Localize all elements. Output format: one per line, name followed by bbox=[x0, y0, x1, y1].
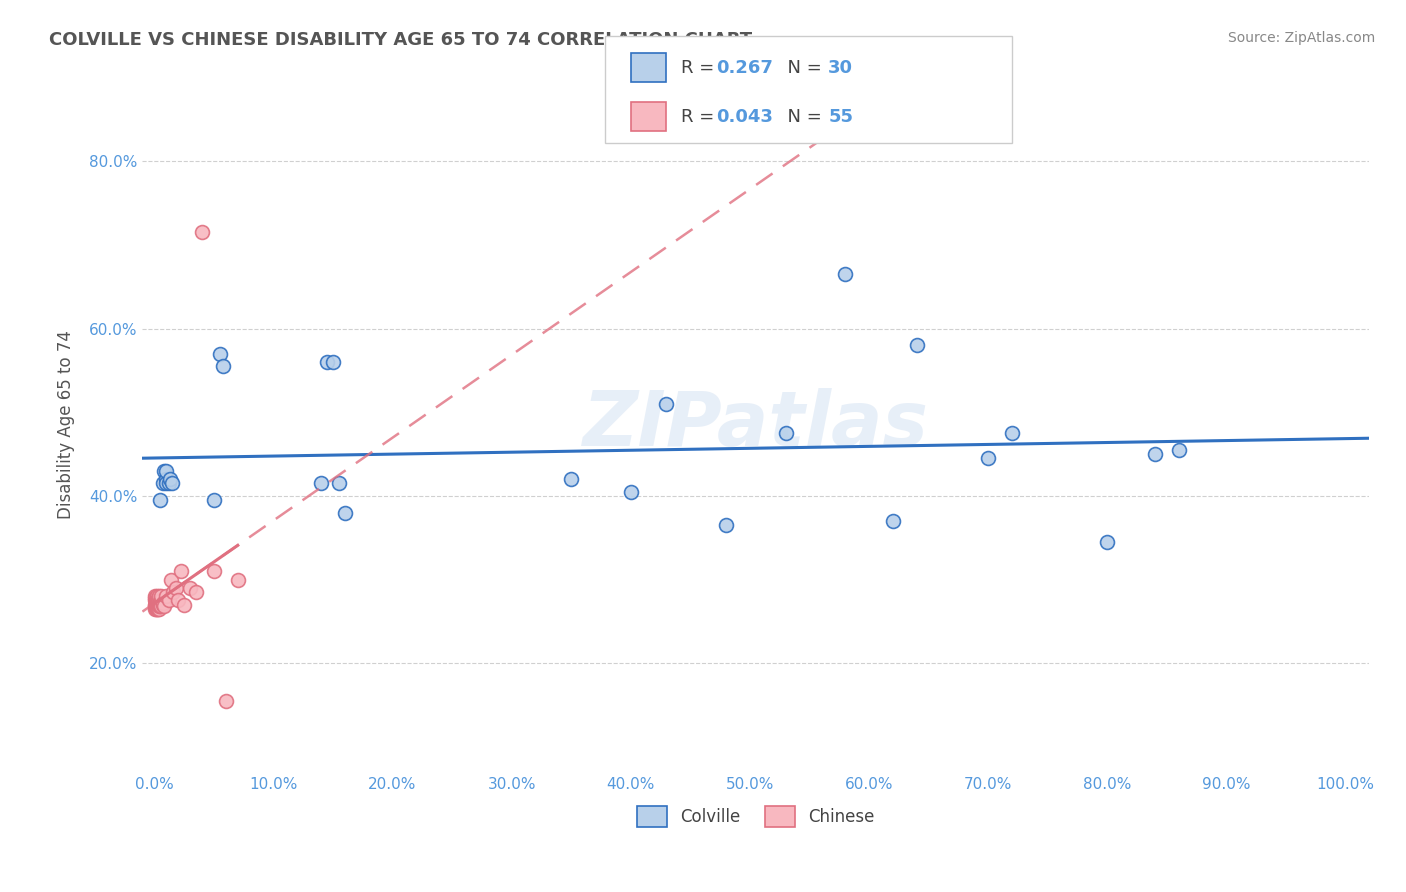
Point bbox=[1143, 447, 1166, 461]
Text: R =: R = bbox=[681, 59, 720, 77]
Point bbox=[184, 585, 207, 599]
Point bbox=[202, 493, 225, 508]
Point bbox=[162, 585, 184, 599]
Point bbox=[157, 593, 180, 607]
Point bbox=[145, 591, 167, 605]
Point bbox=[179, 581, 201, 595]
Point bbox=[714, 518, 737, 533]
Point bbox=[143, 593, 166, 607]
Point bbox=[145, 598, 167, 612]
Point bbox=[146, 593, 169, 607]
Point bbox=[152, 598, 174, 612]
Text: 0.043: 0.043 bbox=[716, 108, 772, 126]
Point bbox=[150, 590, 173, 604]
Point bbox=[155, 472, 177, 486]
Point bbox=[322, 355, 344, 369]
Point bbox=[145, 593, 167, 607]
Point bbox=[145, 596, 167, 610]
Point bbox=[212, 359, 235, 373]
Point bbox=[143, 591, 166, 605]
Point bbox=[333, 506, 356, 520]
Point bbox=[148, 602, 170, 616]
Point bbox=[143, 602, 166, 616]
Point bbox=[145, 598, 167, 612]
Point bbox=[153, 464, 176, 478]
Text: R =: R = bbox=[681, 108, 720, 126]
Point bbox=[146, 598, 169, 612]
Y-axis label: Disability Age 65 to 74: Disability Age 65 to 74 bbox=[58, 330, 75, 519]
Point bbox=[145, 596, 167, 610]
Point bbox=[159, 472, 181, 486]
Point bbox=[560, 472, 582, 486]
Point bbox=[148, 599, 170, 614]
Point bbox=[215, 694, 238, 708]
Point bbox=[145, 593, 167, 607]
Point bbox=[143, 598, 166, 612]
Point bbox=[145, 602, 167, 616]
Point bbox=[775, 426, 797, 441]
Point bbox=[146, 599, 169, 614]
Point bbox=[157, 476, 180, 491]
Point bbox=[149, 598, 172, 612]
Point bbox=[165, 581, 187, 595]
Point bbox=[905, 338, 928, 352]
Point bbox=[148, 598, 170, 612]
Point bbox=[834, 267, 856, 281]
Point bbox=[149, 493, 172, 508]
Point bbox=[1001, 426, 1024, 441]
Point bbox=[145, 599, 167, 614]
Point bbox=[145, 598, 167, 612]
Point bbox=[328, 476, 350, 491]
Point bbox=[1167, 442, 1189, 457]
Point bbox=[146, 591, 169, 605]
Point bbox=[191, 225, 214, 239]
Legend: Colville, Chinese: Colville, Chinese bbox=[630, 799, 882, 833]
Point bbox=[309, 476, 332, 491]
Point bbox=[148, 593, 170, 607]
Point bbox=[655, 397, 678, 411]
Point bbox=[149, 599, 172, 614]
Point bbox=[152, 476, 174, 491]
Text: N =: N = bbox=[776, 108, 828, 126]
Point bbox=[160, 573, 183, 587]
Point bbox=[169, 564, 191, 578]
Point bbox=[145, 599, 167, 614]
Point bbox=[150, 593, 173, 607]
Point bbox=[155, 476, 177, 491]
Text: 0.267: 0.267 bbox=[716, 59, 772, 77]
Point bbox=[152, 596, 174, 610]
Point bbox=[143, 599, 166, 614]
Point bbox=[202, 564, 225, 578]
Point bbox=[882, 514, 904, 528]
Point bbox=[153, 599, 176, 614]
Point bbox=[155, 590, 177, 604]
Text: ZIPatlas: ZIPatlas bbox=[582, 388, 929, 462]
Text: 55: 55 bbox=[828, 108, 853, 126]
Point bbox=[149, 596, 172, 610]
Point bbox=[145, 590, 167, 604]
Point bbox=[150, 599, 173, 614]
Point bbox=[146, 602, 169, 616]
Point bbox=[208, 346, 231, 360]
Point bbox=[620, 484, 643, 499]
Text: COLVILLE VS CHINESE DISABILITY AGE 65 TO 74 CORRELATION CHART: COLVILLE VS CHINESE DISABILITY AGE 65 TO… bbox=[49, 31, 752, 49]
Text: 30: 30 bbox=[828, 59, 853, 77]
Point bbox=[145, 593, 167, 607]
Point bbox=[316, 355, 339, 369]
Point bbox=[145, 602, 167, 616]
Point bbox=[977, 451, 1000, 466]
Point bbox=[1095, 535, 1118, 549]
Text: Source: ZipAtlas.com: Source: ZipAtlas.com bbox=[1227, 31, 1375, 45]
Point bbox=[145, 599, 167, 614]
Point bbox=[226, 573, 249, 587]
Point bbox=[155, 464, 177, 478]
Point bbox=[148, 590, 170, 604]
Point bbox=[160, 476, 183, 491]
Point bbox=[146, 596, 169, 610]
Point bbox=[167, 593, 190, 607]
Text: N =: N = bbox=[776, 59, 828, 77]
Point bbox=[173, 598, 195, 612]
Point bbox=[143, 590, 166, 604]
